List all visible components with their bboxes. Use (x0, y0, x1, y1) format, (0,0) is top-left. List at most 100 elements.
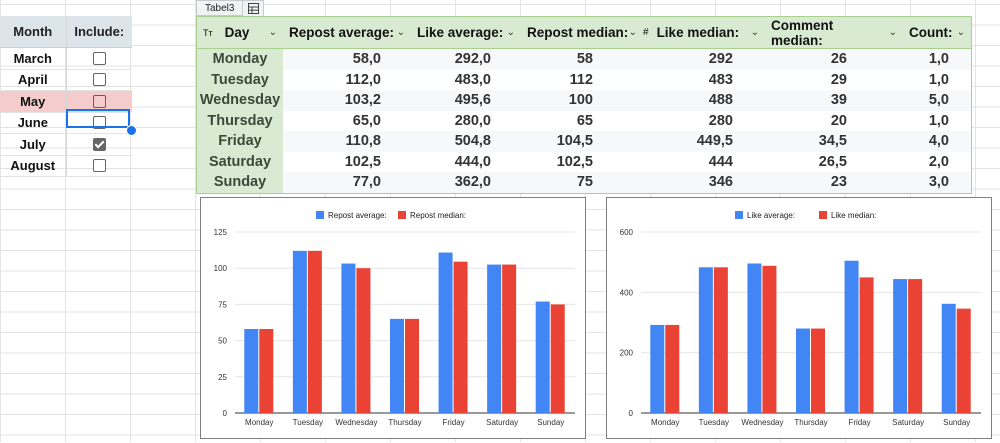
value-cell[interactable]: 65,0 (352, 112, 381, 129)
value-cell[interactable]: 3,0 (903, 172, 971, 193)
month-label: August (0, 155, 67, 176)
value-cell[interactable]: 102,5 (556, 153, 593, 170)
column-header-label: Like median: (656, 25, 740, 40)
table-icon[interactable] (243, 0, 265, 17)
value-cell[interactable]: 292 (643, 49, 765, 70)
table-row: Sunday 77,0 362,0 75 346 23 3,0 (197, 172, 971, 193)
value-cell[interactable]: 1,0 (903, 49, 971, 70)
value-cell[interactable]: 444,0 (454, 153, 491, 170)
day-cell[interactable]: Saturday (197, 151, 283, 172)
column-header[interactable]: Comment median: ⌄ (765, 17, 903, 48)
fill-handle[interactable] (126, 125, 137, 136)
include-checkbox[interactable] (92, 94, 106, 108)
bar (796, 328, 810, 413)
x-tick-label: Tuesday (699, 418, 729, 427)
bar (259, 329, 274, 413)
value-cell[interactable]: 102,5 (344, 153, 381, 170)
value-cell[interactable]: 449,5 (643, 131, 765, 152)
table-row: Wednesday 103,2 495,6 100 488 39 5,0 (197, 90, 971, 111)
chevron-down-icon[interactable]: ⌄ (396, 27, 405, 38)
day-cell[interactable]: Thursday (197, 110, 283, 131)
column-header[interactable]: Tт Day ⌄ (197, 17, 283, 48)
legend-swatch (819, 211, 827, 219)
value-cell[interactable]: 504,8 (411, 131, 521, 152)
value-cell[interactable]: 4,0 (903, 131, 971, 152)
value-cell[interactable]: 5,0 (903, 90, 971, 111)
column-header[interactable]: Repost average: ⌄ (283, 17, 411, 48)
column-header[interactable]: Repost median: ⌄ (521, 17, 643, 48)
bar (698, 267, 713, 413)
chevron-down-icon[interactable]: ⌄ (628, 27, 637, 38)
bar (941, 303, 956, 413)
value-cell[interactable]: 65 (576, 112, 593, 129)
chevron-down-icon[interactable]: ⌄ (506, 27, 515, 38)
column-header[interactable]: Like average: ⌄ (411, 17, 521, 48)
chevron-down-icon[interactable]: ⌄ (750, 27, 759, 38)
include-checkbox[interactable] (92, 137, 106, 151)
value-cell[interactable]: 26,5 (818, 153, 847, 170)
bar (535, 301, 550, 413)
table-tabbar: Tabel3 (196, 0, 265, 17)
day-cell[interactable]: Monday (197, 49, 283, 70)
value-cell[interactable]: 346 (643, 172, 765, 193)
cell-selection-box[interactable] (66, 109, 130, 128)
table-row: Monday 58,0 292,0 58 292 26 1,0 (197, 49, 971, 70)
day-cell[interactable]: Wednesday (197, 90, 283, 111)
value-cell[interactable]: 444 (708, 153, 733, 170)
value-cell[interactable]: 104,5 (521, 131, 643, 152)
table-row: Saturday 102,5 444,0 102,5 444 26,5 2,0 (197, 151, 971, 172)
value-cell[interactable]: 23 (765, 172, 903, 193)
value-cell[interactable]: 2,0 (928, 153, 949, 170)
value-cell[interactable]: 1,0 (928, 112, 949, 129)
value-cell[interactable]: 100 (521, 90, 643, 111)
include-checkbox[interactable] (92, 159, 106, 173)
day-cell[interactable]: Sunday (197, 172, 283, 193)
include-checkbox[interactable] (92, 73, 106, 87)
repost-chart[interactable]: 0 25 50 75 100 125 Monday Tuesday Wednesday Thurs… (200, 197, 586, 439)
value-cell[interactable]: 58 (521, 49, 643, 70)
y-tick-label: 400 (620, 288, 634, 297)
value-cell[interactable]: 103,2 (283, 90, 411, 111)
value-cell[interactable]: 280,0 (454, 112, 491, 129)
number-type-icon: # (643, 27, 649, 38)
value-cell[interactable]: 34,5 (765, 131, 903, 152)
x-tick-label: Wednesday (335, 418, 377, 427)
day-cell[interactable]: Friday (197, 131, 283, 152)
chevron-down-icon[interactable]: ⌄ (956, 27, 965, 38)
table-row: Friday 110,8 504,8 104,5 449,5 34,5 4,0 (197, 131, 971, 152)
value-cell[interactable]: 58,0 (283, 49, 411, 70)
value-cell[interactable]: 495,6 (411, 90, 521, 111)
filter-row: March (0, 48, 132, 70)
column-header[interactable]: Count: ⌄ (903, 17, 971, 48)
value-cell[interactable]: 1,0 (928, 71, 949, 88)
filter-row: May (0, 91, 132, 113)
value-cell[interactable]: 77,0 (283, 172, 411, 193)
chevron-down-icon[interactable]: ⌄ (888, 27, 897, 38)
include-checkbox[interactable] (92, 51, 106, 65)
like-chart[interactable]: 0 200 400 600 Monday Tuesday Wednesday Thursday… (606, 197, 992, 439)
value-cell[interactable]: 39 (765, 90, 903, 111)
day-cell[interactable]: Tuesday (197, 69, 283, 90)
value-cell[interactable]: 29 (830, 71, 847, 88)
value-cell[interactable]: 26 (765, 49, 903, 70)
value-cell[interactable]: 488 (643, 90, 765, 111)
text-type-icon: Tт (203, 27, 213, 38)
value-cell[interactable]: 112,0 (345, 71, 382, 88)
value-cell[interactable]: 280 (708, 112, 733, 129)
column-header[interactable]: # Like median: ⌄ (643, 17, 765, 48)
value-cell[interactable]: 110,8 (283, 131, 411, 152)
legend-swatch (316, 211, 324, 219)
value-cell[interactable]: 362,0 (411, 172, 521, 193)
value-cell[interactable]: 112 (569, 71, 593, 88)
chevron-down-icon[interactable]: ⌄ (268, 27, 277, 38)
table-row: Tuesday 112,0 483,0 112 483 29 1,0 (197, 69, 971, 90)
value-cell[interactable]: 75 (521, 172, 643, 193)
value-cell[interactable]: 292,0 (411, 49, 521, 70)
value-cell[interactable]: 483,0 (454, 71, 491, 88)
value-cell[interactable]: 20 (830, 112, 847, 129)
filter-header: Month Include: (0, 16, 132, 48)
table-name-tab[interactable]: Tabel3 (196, 0, 244, 16)
bar (908, 279, 923, 413)
value-cell[interactable]: 483 (708, 71, 733, 88)
legend-label: Like average: (747, 211, 795, 220)
